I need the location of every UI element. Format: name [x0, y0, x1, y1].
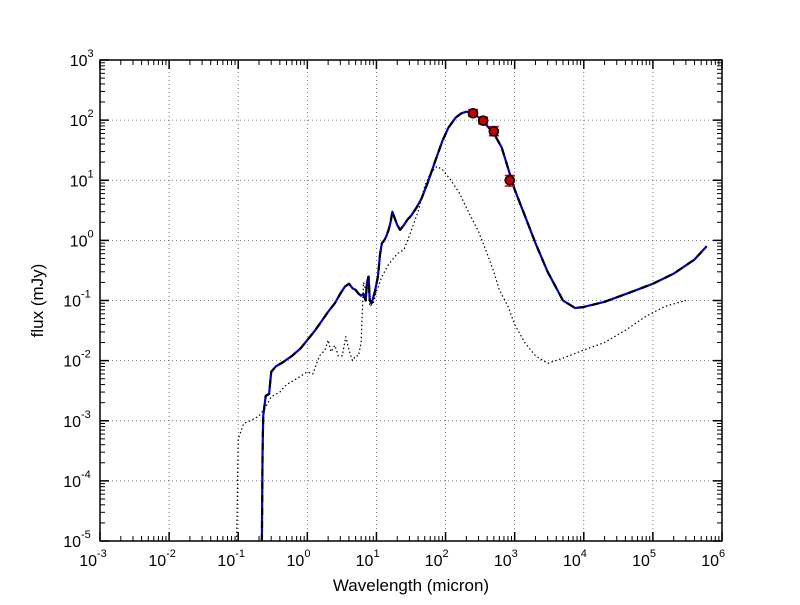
svg-text:-1: -1 [81, 289, 91, 301]
svg-text:10: 10 [70, 233, 88, 250]
svg-text:-4: -4 [81, 469, 91, 481]
svg-text:4: 4 [581, 548, 587, 560]
svg-text:2: 2 [443, 548, 449, 560]
y-tick-label: 10 -2 [63, 349, 91, 371]
y-tick-label: 10 2 [70, 108, 94, 130]
svg-text:10: 10 [494, 553, 512, 570]
svg-text:10: 10 [632, 553, 650, 570]
grid [100, 60, 722, 541]
data-point [477, 115, 489, 126]
svg-text:10: 10 [148, 553, 166, 570]
svg-text:-2: -2 [81, 349, 91, 361]
x-tick-label: 10 0 [287, 548, 311, 570]
data-point [488, 126, 500, 137]
x-tick-label: 10 -2 [148, 548, 176, 570]
svg-text:10: 10 [70, 113, 88, 130]
svg-text:-2: -2 [166, 548, 176, 560]
y-tick-label: 10 -5 [63, 529, 91, 551]
svg-text:10: 10 [79, 553, 97, 570]
svg-text:10: 10 [563, 553, 581, 570]
y-tick-label: 10 -4 [63, 469, 91, 491]
svg-text:10: 10 [63, 414, 81, 431]
svg-text:6: 6 [719, 548, 725, 560]
data-point [467, 107, 479, 119]
x-tick-label: 10 5 [632, 548, 656, 570]
svg-text:10: 10 [70, 173, 88, 190]
svg-text:-3: -3 [81, 409, 91, 421]
y-tick-label: 10 1 [70, 168, 94, 190]
svg-text:3: 3 [88, 48, 94, 60]
svg-text:3: 3 [512, 548, 518, 560]
svg-text:10: 10 [287, 553, 305, 570]
svg-text:-1: -1 [235, 548, 245, 560]
x-axis-label: Wavelength (micron) [333, 576, 489, 595]
ticks [99, 59, 723, 542]
series-dashed-line [260, 110, 708, 541]
svg-text:10: 10 [63, 354, 81, 371]
series-dotted-line [236, 165, 687, 541]
svg-text:10: 10 [70, 53, 88, 70]
svg-text:1: 1 [373, 548, 379, 560]
svg-text:-3: -3 [97, 548, 107, 560]
svg-text:10: 10 [217, 553, 235, 570]
x-tick-label: 10 2 [425, 548, 449, 570]
svg-text:10: 10 [63, 474, 81, 491]
x-tick-label: 10 6 [701, 548, 725, 570]
series-layer [236, 107, 708, 541]
data-point [504, 174, 516, 186]
svg-text:10: 10 [63, 294, 81, 311]
x-tick-label: 10 4 [563, 548, 587, 570]
y-tick-label: 10 -1 [63, 289, 91, 311]
x-tick-label: 10 -3 [79, 548, 107, 570]
svg-text:-5: -5 [81, 529, 91, 541]
svg-text:0: 0 [88, 228, 94, 240]
svg-text:1: 1 [88, 168, 94, 180]
svg-text:10: 10 [425, 553, 443, 570]
series-solid-line [260, 110, 708, 541]
y-tick-label: 10 3 [70, 48, 94, 70]
y-tick-label: 10 -3 [63, 409, 91, 431]
svg-text:2: 2 [88, 108, 94, 120]
y-axis-label: flux (mJy) [28, 264, 47, 338]
x-tick-label: 10 -1 [217, 548, 245, 570]
x-tick-labels: 10 -3 10 -2 10 -1 10 0 10 1 10 2 10 3 10 4 10 5 10 6 [79, 548, 725, 570]
x-tick-label: 10 1 [356, 548, 380, 570]
svg-text:10: 10 [701, 553, 719, 570]
svg-text:5: 5 [650, 548, 656, 560]
svg-text:10: 10 [356, 553, 374, 570]
y-tick-label: 10 0 [70, 228, 94, 250]
svg-text:0: 0 [304, 548, 310, 560]
svg-text:10: 10 [63, 534, 81, 551]
x-tick-label: 10 3 [494, 548, 518, 570]
